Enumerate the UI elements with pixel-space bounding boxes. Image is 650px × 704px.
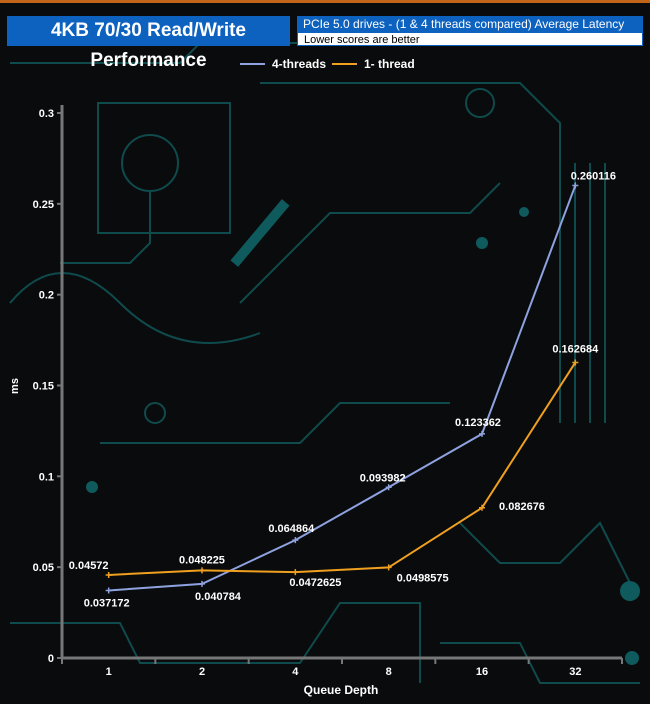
circuit-background: 4-threads 1- thread 00.050.10.150.20.250…: [9, 42, 640, 697]
data-point: [572, 359, 579, 366]
y-tick-label: 0.3: [39, 108, 54, 120]
data-point: [385, 484, 392, 491]
data-point: [199, 567, 205, 574]
series-line-1: [108, 361, 577, 576]
y-tick-label: 0.15: [33, 381, 54, 393]
data-label: 0.040784: [195, 591, 242, 603]
data-point: [572, 182, 579, 189]
x-tick-label: 8: [386, 666, 392, 678]
data-label: 0.093982: [360, 472, 406, 484]
chart-note: Lower scores are better: [297, 32, 643, 46]
legend: 4-threads 1- thread: [240, 57, 415, 71]
data-point: [292, 569, 299, 576]
x-tick-label: 2: [199, 666, 205, 678]
x-tick-label: 1: [106, 666, 112, 678]
data-label: 0.04572: [69, 560, 109, 572]
data-point: [479, 430, 485, 437]
y-axis-label: ms: [9, 378, 21, 394]
y-tick-label: 0.1: [39, 471, 54, 483]
data-point: [385, 564, 392, 571]
y-tick-label: 0.2: [39, 290, 54, 302]
data-label: 0.162684: [552, 343, 599, 355]
data-label: 0.0498575: [397, 572, 449, 584]
data-point: [199, 580, 205, 587]
y-tick-label: 0.05: [33, 562, 54, 574]
plot-area: 0.037172 0.040784 0.064864 0.093982 0.123362…: [69, 170, 616, 609]
legend-label-1-thread: 1- thread: [364, 57, 415, 71]
data-label: 0.064864: [268, 523, 315, 535]
x-tick-label: 32: [569, 666, 581, 678]
data-label: 0.123362: [455, 417, 501, 429]
y-tick-label: 0.25: [33, 199, 54, 211]
data-point: [479, 504, 485, 511]
y-tick-label: 0: [48, 653, 54, 665]
data-label: 0.048225: [179, 554, 225, 566]
data-point: [105, 571, 112, 578]
data-point: [105, 587, 112, 594]
data-label: 0.260116: [571, 170, 616, 182]
chart-subtitle: PCIe 5.0 drives - (1 & 4 threads compare…: [297, 16, 643, 32]
chart-title: 4KB 70/30 Read/Write Performance: [7, 16, 290, 71]
x-axis-label: Queue Depth: [304, 683, 379, 697]
legend-label-4-threads: 4-threads: [272, 57, 326, 71]
data-label: 0.037172: [84, 597, 130, 609]
data-point: [292, 537, 299, 544]
x-tick-label: 4: [292, 666, 299, 678]
data-label: 0.082676: [499, 501, 545, 513]
data-label: 0.0472625: [289, 577, 341, 589]
axes: 0 0.05 0.1 0.15 0.2 0.25 0.3 1 2 4 8 16 32: [33, 105, 623, 678]
x-tick-label: 16: [476, 666, 488, 678]
series-line-0: [108, 185, 577, 592]
